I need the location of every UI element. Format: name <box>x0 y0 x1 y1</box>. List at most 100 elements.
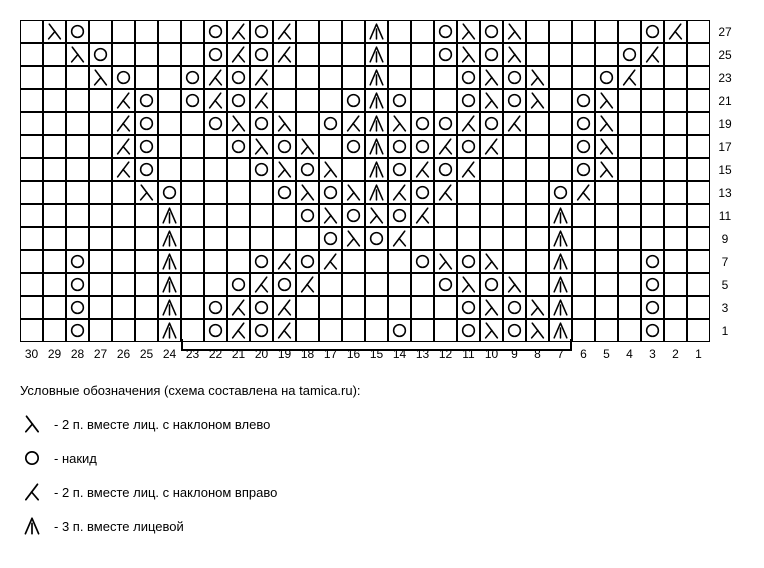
row-label: 15 <box>710 158 740 181</box>
chart-cell <box>342 273 365 296</box>
chart-cell <box>227 204 250 227</box>
chart-cell <box>526 20 549 43</box>
chart-cell <box>434 227 457 250</box>
chart-cell <box>641 273 664 296</box>
chart-cell <box>250 181 273 204</box>
chart-cell <box>20 20 43 43</box>
chart-cell <box>572 158 595 181</box>
chart-cell <box>664 273 687 296</box>
chart-cell <box>503 158 526 181</box>
chart-cell <box>250 112 273 135</box>
chart-cell <box>227 89 250 112</box>
chart-cell <box>618 250 641 273</box>
chart-cell <box>549 204 572 227</box>
chart-cell <box>273 296 296 319</box>
chart-cell <box>273 227 296 250</box>
chart-cell <box>595 20 618 43</box>
chart-cell <box>66 296 89 319</box>
chart-cell <box>572 204 595 227</box>
chart-cell <box>434 112 457 135</box>
chart-cell <box>112 250 135 273</box>
chart-cell <box>273 20 296 43</box>
chart-cell <box>618 112 641 135</box>
row-label: 17 <box>710 135 740 158</box>
chart-cell <box>66 250 89 273</box>
chart-cell <box>388 273 411 296</box>
chart-cell <box>89 273 112 296</box>
chart-cell <box>595 89 618 112</box>
chart-cell <box>388 158 411 181</box>
legend-row: - 2 п. вместе лиц. с наклоном вправо <box>20 480 744 504</box>
chart-cell <box>250 89 273 112</box>
chart-cell <box>227 250 250 273</box>
knitting-chart: 2725232119171513119753130292827262524232… <box>20 20 744 365</box>
chart-cell <box>296 66 319 89</box>
chart-cell <box>549 66 572 89</box>
chart-cell <box>388 89 411 112</box>
chart-cell <box>20 250 43 273</box>
chart-cell <box>43 20 66 43</box>
chart-cell <box>112 43 135 66</box>
chart-cell <box>664 181 687 204</box>
chart-cell <box>273 181 296 204</box>
chart-cell <box>572 89 595 112</box>
chart-cell <box>618 43 641 66</box>
chart-cell <box>181 89 204 112</box>
chart-cell <box>388 135 411 158</box>
chart-cell <box>273 273 296 296</box>
chart-cell <box>112 112 135 135</box>
chart-cell <box>43 296 66 319</box>
chart-cell <box>112 181 135 204</box>
chart-cell <box>135 273 158 296</box>
chart-cell <box>664 135 687 158</box>
chart-cell <box>687 20 710 43</box>
chart-cell <box>411 250 434 273</box>
chart-cell <box>158 20 181 43</box>
chart-cell <box>641 43 664 66</box>
chart-cell <box>273 43 296 66</box>
chart-cell <box>135 89 158 112</box>
chart-cell <box>480 112 503 135</box>
legend-text: - 2 п. вместе лиц. с наклоном вправо <box>54 485 277 500</box>
chart-cell <box>89 250 112 273</box>
chart-cell <box>181 250 204 273</box>
chart-cell <box>181 181 204 204</box>
chart-cell <box>457 273 480 296</box>
chart-cell <box>135 43 158 66</box>
chart-cell <box>112 296 135 319</box>
chart-cell <box>618 66 641 89</box>
chart-cell <box>526 204 549 227</box>
chart-cell <box>434 66 457 89</box>
chart-cell <box>480 227 503 250</box>
chart-cell <box>250 296 273 319</box>
chart-cell <box>365 158 388 181</box>
chart-cell <box>480 43 503 66</box>
chart-cell <box>319 20 342 43</box>
chart-cell <box>687 89 710 112</box>
chart-cell <box>572 43 595 66</box>
chart-cell <box>135 181 158 204</box>
chart-cell <box>20 181 43 204</box>
chart-cell <box>342 66 365 89</box>
chart-cell <box>687 296 710 319</box>
chart-cell <box>664 112 687 135</box>
chart-cell <box>365 296 388 319</box>
chart-cell <box>89 227 112 250</box>
chart-cell <box>595 43 618 66</box>
chart-cell <box>66 158 89 181</box>
chart-cell <box>365 66 388 89</box>
chart-cell <box>480 158 503 181</box>
chart-cell <box>664 89 687 112</box>
chart-cell <box>641 250 664 273</box>
chart-cell <box>342 204 365 227</box>
chart-cell <box>296 112 319 135</box>
chart-cell <box>365 112 388 135</box>
chart-cell <box>457 250 480 273</box>
chart-cell <box>687 181 710 204</box>
chart-cell <box>641 181 664 204</box>
chart-cell <box>434 250 457 273</box>
chart-cell <box>549 181 572 204</box>
chart-cell <box>273 112 296 135</box>
chart-cell <box>641 296 664 319</box>
chart-cell <box>595 66 618 89</box>
